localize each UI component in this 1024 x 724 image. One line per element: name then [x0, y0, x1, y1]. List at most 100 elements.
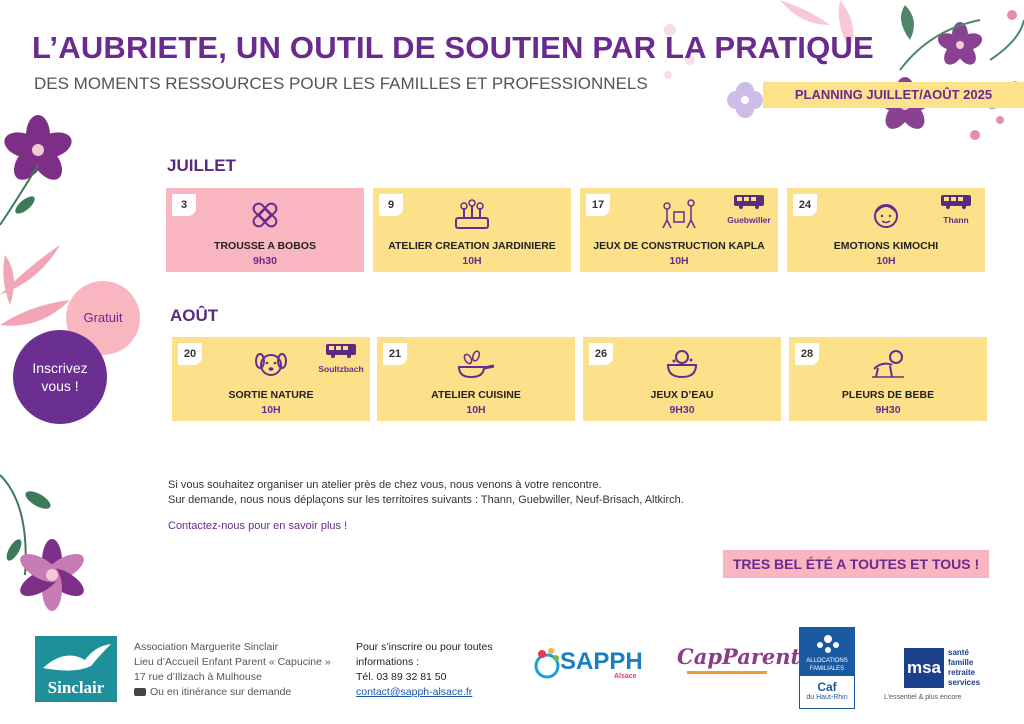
- frying-pan-icon: [457, 350, 495, 379]
- bus-icon: [734, 195, 764, 209]
- event-card-august-28: 28 PLEURS DE BEBE 9H30: [789, 337, 987, 421]
- event-time: 10H: [261, 404, 281, 416]
- event-card-july-17: 17 Guebwiller JEUX DE CONSTRUCTION KAPLA…: [580, 188, 778, 272]
- event-time: 9H30: [669, 404, 695, 416]
- flower-decoration-left: [0, 115, 72, 326]
- sapph-logo-sub: Alsace: [614, 673, 637, 680]
- bird-icon: [43, 644, 111, 671]
- email-link[interactable]: contact@sapph-alsace.fr: [356, 686, 473, 698]
- event-location: Thann: [933, 194, 979, 225]
- capparents-underline: [687, 671, 767, 674]
- location-label: Soultzbach: [318, 364, 364, 374]
- event-name: ATELIER CUISINE: [431, 389, 521, 401]
- info-line1: Si vous souhaitez organiser un atelier p…: [168, 479, 602, 491]
- kids-playing-icon: [662, 199, 696, 229]
- msa-logo-box: msa: [904, 648, 944, 688]
- inscrivez-line1: Inscrivez: [32, 360, 88, 376]
- info-line2: Sur demande, nous nous déplaçons sur les…: [168, 494, 684, 506]
- phone-number: Tél. 03 89 32 81 50: [356, 671, 447, 683]
- msa-services: santé famille retraite services: [948, 648, 980, 688]
- caf-line2: FAMILIALES: [809, 666, 845, 672]
- event-card-august-20: 20 Soultzbach SORTIE NATURE 10H: [172, 337, 370, 421]
- location-label: Thann: [943, 215, 969, 225]
- caf-logo: ALLOCATIONS FAMILIALES Caf du Haut-Rhin: [799, 627, 855, 709]
- event-day: 20: [178, 343, 202, 365]
- event-location: Guebwiller: [726, 194, 772, 225]
- caf-emblem-icon: [817, 635, 839, 653]
- assoc-line2: Lieu d’Accueil Enfant Parent « Capucine …: [134, 656, 331, 668]
- event-day: 28: [795, 343, 819, 365]
- event-day: 9: [379, 194, 403, 216]
- capparents-logo: CapParents: [677, 644, 813, 684]
- event-card-july-9: 9 ATELIER CREATION JARDINIERE 10H: [373, 188, 571, 272]
- msa-line2: famille: [948, 658, 974, 667]
- sapph-logo-mark-icon: [534, 648, 560, 679]
- caf-top-block: ALLOCATIONS FAMILIALES: [800, 628, 854, 676]
- inscrivez-line2: vous !: [41, 378, 79, 394]
- event-name: SORTIE NATURE: [228, 389, 314, 401]
- msa-tagline: L’essentiel & plus encore: [884, 694, 962, 701]
- planter-icon: [455, 199, 489, 229]
- dog-icon: [255, 353, 287, 376]
- child-face-icon: [874, 204, 898, 228]
- capparents-logo-text: CapParents: [677, 644, 813, 669]
- event-time: 9h30: [253, 255, 277, 267]
- flower-decoration-top-right: [664, 0, 1024, 140]
- event-name: TROUSSE A BOBOS: [214, 240, 316, 252]
- event-card-july-3: 3 TROUSSE A BOBOS 9h30: [166, 188, 364, 272]
- bus-icon: [326, 344, 356, 358]
- event-card-august-26: 26 JEUX D’EAU 9H30: [583, 337, 781, 421]
- bus-small-icon: [134, 688, 146, 697]
- event-time: 10H: [466, 404, 486, 416]
- sapph-logo: SAPPH Alsace: [534, 640, 649, 684]
- event-day: 3: [172, 194, 196, 216]
- event-day: 24: [793, 194, 817, 216]
- event-name: JEUX DE CONSTRUCTION KAPLA: [593, 240, 765, 252]
- event-day: 21: [383, 343, 407, 365]
- flower-decoration-bottom-left: [0, 474, 84, 611]
- event-name: ATELIER CREATION JARDINIERE: [388, 240, 556, 252]
- sinclair-logo-text: Sinclair: [47, 678, 105, 697]
- baby-bath-icon: [666, 350, 698, 379]
- crawling-baby-icon: [872, 350, 904, 378]
- info-text: Si vous souhaitez organiser un atelier p…: [168, 478, 684, 508]
- month-label-august: AOÛT: [170, 306, 219, 325]
- event-day: 26: [589, 343, 613, 365]
- event-time: 9H30: [875, 404, 901, 416]
- month-label-july: JUILLET: [167, 156, 236, 175]
- msa-line1: santé: [948, 648, 969, 657]
- event-time: 10H: [669, 255, 689, 267]
- event-card-august-21: 21 ATELIER CUISINE 10H: [377, 337, 575, 421]
- event-day: 17: [586, 194, 610, 216]
- event-time: 10H: [462, 255, 482, 267]
- planning-banner: PLANNING JUILLET/AOÛT 2025: [763, 82, 1024, 108]
- inscrivez-badge: Inscrivez vous !: [13, 330, 107, 424]
- registration-info: Pour s’inscrire ou pour toutes informati…: [356, 640, 493, 700]
- sapph-logo-text: SAPPH: [560, 648, 643, 675]
- msa-line4: services: [948, 678, 981, 687]
- event-name: JEUX D’EAU: [650, 389, 714, 401]
- event-name: PLEURS DE BEBE: [841, 389, 935, 401]
- association-info: Association Marguerite Sinclair Lieu d’A…: [134, 640, 331, 700]
- caf-line4: du Haut-Rhin: [806, 694, 848, 701]
- assoc-line4-row: Ou en itinérance sur demande: [134, 685, 331, 700]
- msa-line3: retraite: [948, 668, 976, 677]
- caf-line3: Caf: [817, 680, 837, 694]
- assoc-line4: Ou en itinérance sur demande: [150, 686, 292, 698]
- inscribe-line2: informations :: [356, 656, 420, 668]
- event-name: EMOTIONS KIMOCHI: [833, 240, 939, 252]
- bandage-icon: [252, 202, 278, 228]
- event-location: Soultzbach: [318, 343, 364, 374]
- inscribe-line1: Pour s’inscrire ou pour toutes: [356, 641, 493, 653]
- location-label: Guebwiller: [727, 215, 771, 225]
- assoc-line1: Association Marguerite Sinclair: [134, 641, 279, 653]
- caf-line1: ALLOCATIONS: [806, 658, 848, 664]
- event-card-july-24: 24 Thann EMOTIONS KIMOCHI 10H: [787, 188, 985, 272]
- contact-us-link[interactable]: Contactez-nous pour en savoir plus !: [168, 520, 348, 532]
- assoc-line3: 17 rue d’Illzach à Mulhouse: [134, 671, 262, 683]
- event-time: 10H: [876, 255, 896, 267]
- msa-logo: msa santé famille retraite services L’es…: [884, 646, 1004, 706]
- page-subtitle: DES MOMENTS RESSOURCES POUR LES FAMILLES…: [34, 74, 648, 93]
- bus-icon: [941, 195, 971, 209]
- sinclair-logo: Sinclair: [35, 636, 117, 702]
